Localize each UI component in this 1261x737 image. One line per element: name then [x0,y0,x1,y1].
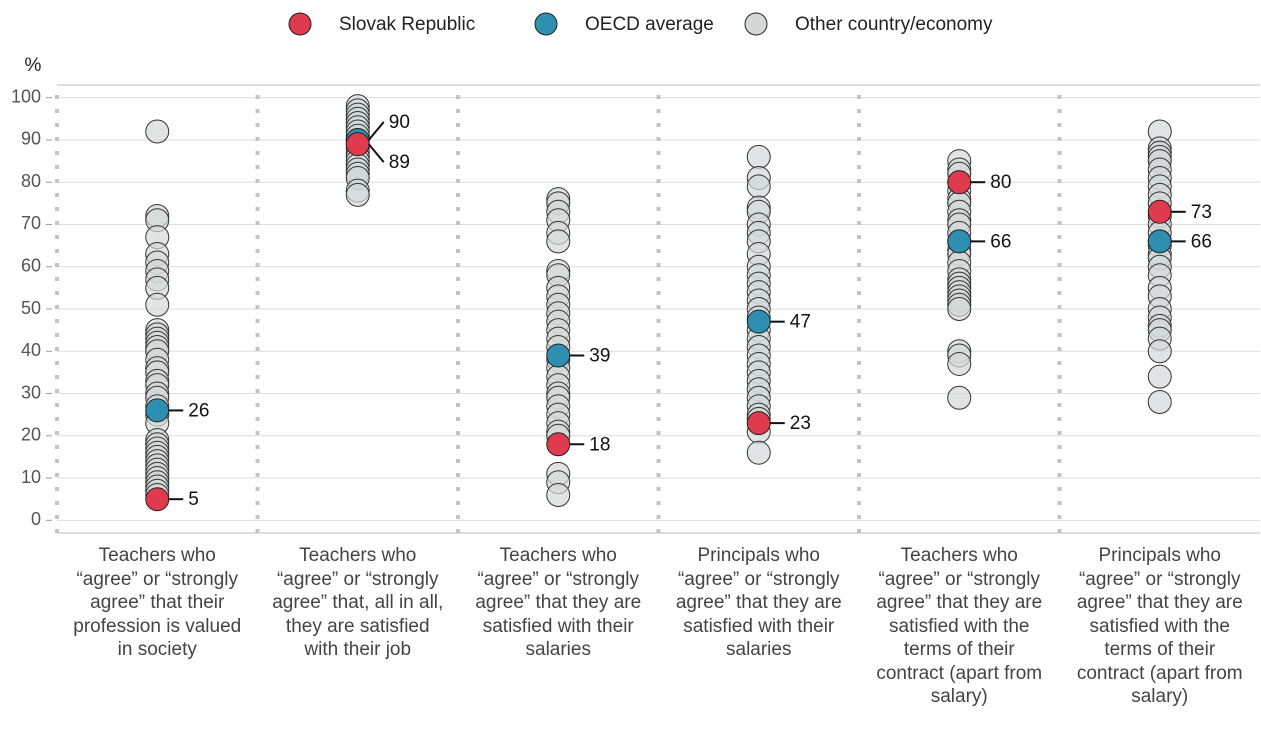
other-dot [1147,389,1172,414]
x-tick-label: Principals who “agree” or “strongly agre… [675,545,842,660]
other-dot [1147,339,1172,364]
other-dot [145,292,170,317]
x-tick-label: Teachers who “agree” or “strongly agree”… [73,545,242,660]
legend-marker [288,12,312,36]
y-tick-label: 80 [21,171,41,191]
other-dot [947,297,972,321]
legend-marker [534,12,558,36]
other-dot [947,351,972,376]
value-label: 66 [1191,231,1212,252]
other-dot [947,385,972,410]
y-tick-label: 70 [21,213,41,233]
other-dot [145,119,170,144]
y-tick-label: 10 [21,467,41,487]
x-tick-label: Principals who “agree” or “strongly agre… [1076,545,1243,707]
value-label: 5 [188,489,199,510]
highlight-dot [546,343,571,368]
y-tick-label: 90 [21,129,41,149]
value-label: 73 [1191,202,1212,223]
legend-label: Other country/economy [795,14,993,35]
other-dot [546,482,571,507]
highlight-dot [947,170,972,195]
y-tick-label: 0 [31,509,41,529]
value-label: 18 [589,434,610,455]
value-label: 90 [389,112,410,133]
y-tick-label: 60 [21,255,41,275]
y-tick-label: 20 [21,425,41,445]
other-dot [1147,364,1172,389]
other-dot [746,174,771,199]
highlight-dot [947,229,972,254]
legend-label: OECD average [585,14,714,35]
value-label: 23 [790,413,811,434]
legend-marker [744,12,768,36]
value-label: 26 [188,400,209,421]
highlight-dot [746,309,771,334]
highlight-dot [145,487,170,512]
y-axis-label: % [25,55,42,76]
other-dot [546,229,571,254]
legend-label: Slovak Republic [339,14,475,35]
x-tick-label: Teachers who “agree” or “strongly agree”… [876,545,1043,707]
y-tick-label: 40 [21,340,41,360]
other-dot [746,144,771,169]
highlight-dot [145,398,170,423]
value-label: 47 [790,312,811,333]
x-tick-label: Teachers who “agree” or “strongly agree”… [475,545,642,660]
value-label: 66 [990,231,1011,252]
highlight-dot [1147,199,1172,224]
y-tick-label: 100 [11,86,41,106]
highlight-dot [1147,229,1172,254]
x-tick-label: Teachers who “agree” or “strongly agree”… [272,545,444,660]
value-label: 39 [589,346,610,367]
label-leader [367,121,385,141]
y-tick-label: 30 [21,382,41,402]
label-leader [367,143,385,163]
value-label: 89 [389,152,410,173]
other-dot [746,440,771,465]
highlight-dot [746,411,771,436]
highlight-dot [546,432,571,457]
value-label: 80 [990,172,1011,193]
y-tick-label: 50 [21,298,41,318]
other-dot [345,182,370,207]
highlight-dot [345,132,370,157]
